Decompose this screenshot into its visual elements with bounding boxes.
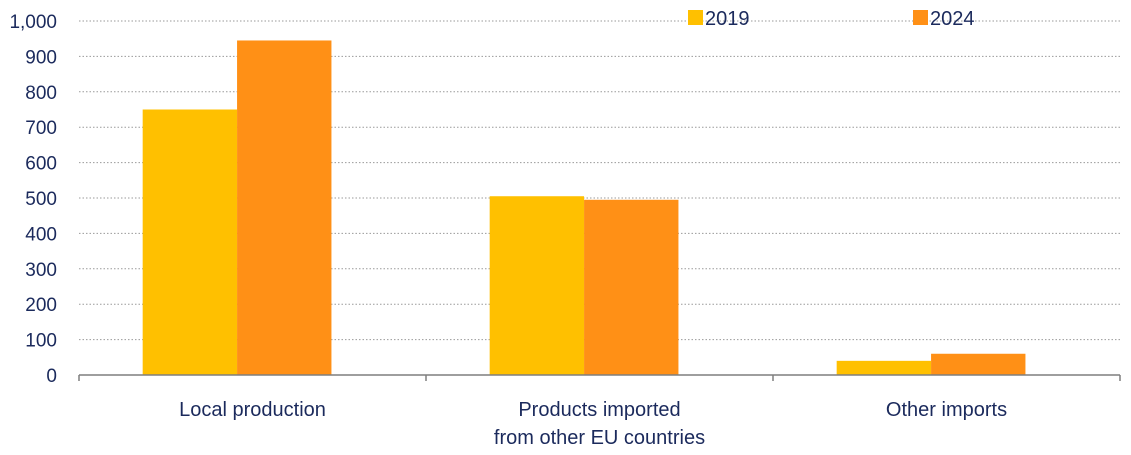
legend-swatch-2019	[688, 10, 703, 25]
y-tick-label: 100	[25, 331, 57, 352]
y-tick-label: 900	[25, 47, 57, 68]
y-tick-label: 800	[25, 83, 57, 104]
y-tick-label: 700	[25, 118, 57, 139]
y-tick-label: 300	[25, 260, 57, 281]
bar-2024	[931, 353, 1026, 375]
y-tick-label: 400	[25, 224, 57, 245]
y-tick-label: 0	[46, 366, 57, 387]
x-category-label: Products imported from other EU countries	[494, 399, 705, 449]
bar-2019	[489, 196, 585, 375]
x-category-label: Other imports	[886, 399, 1007, 421]
bar-2019	[142, 109, 238, 375]
legend-label-2019: 2019	[705, 8, 750, 30]
y-tick-label: 1,000	[9, 12, 57, 33]
bar-2024	[237, 40, 332, 375]
y-tick-label: 500	[25, 189, 57, 210]
x-category-label: Local production	[179, 399, 326, 421]
y-tick-label: 600	[25, 154, 57, 175]
bar-2019	[836, 360, 932, 375]
bar-2024	[584, 199, 679, 375]
y-tick-label: 200	[25, 295, 57, 316]
axes: 0 100 200 300 400 500 600 700 800 900 1,000 Local p…	[9, 12, 1121, 449]
legend-swatch-2024	[913, 10, 928, 25]
bars	[142, 40, 1026, 375]
legend-label-2024: 2024	[930, 8, 975, 30]
legend: 2019 2024	[688, 8, 975, 30]
